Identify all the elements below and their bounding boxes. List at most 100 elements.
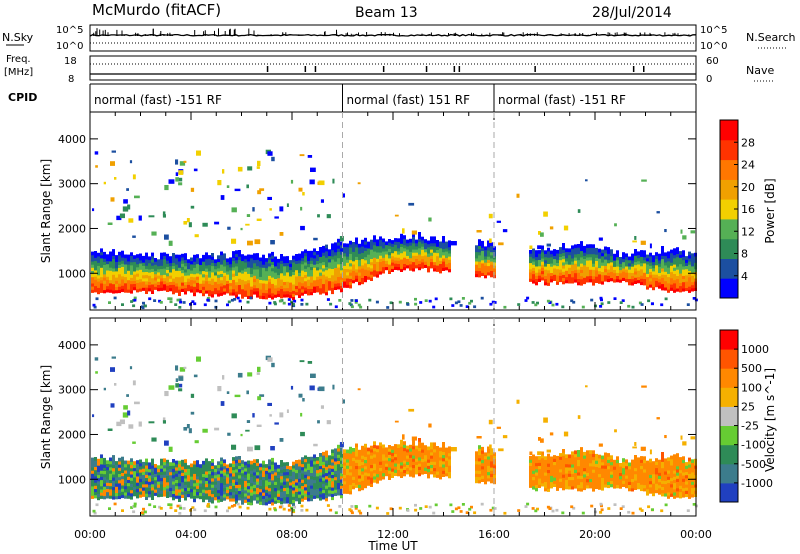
power-cell-2014 — [649, 284, 652, 288]
power-cell-123 — [118, 270, 121, 275]
power-cell-310 — [166, 278, 169, 283]
power-near-range-8 — [607, 301, 611, 304]
velocity-cell-440 — [199, 492, 202, 497]
power-cell-702 — [259, 295, 262, 299]
velocity-near-range-21 — [572, 506, 576, 510]
velocity-cell-1671 — [553, 461, 556, 466]
power-cell-621 — [241, 291, 244, 296]
velocity-cell-105 — [115, 495, 118, 500]
power-cell-840 — [289, 282, 292, 286]
velocity-cell-85 — [109, 473, 112, 477]
power-cell-1077 — [337, 238, 340, 243]
power-cell-994 — [322, 267, 325, 272]
velocity-cell-731 — [265, 495, 268, 500]
velocity-cell-1192 — [364, 481, 367, 486]
power-scatter-126 — [193, 168, 198, 172]
velocity-cell-954 — [313, 467, 316, 471]
velocity-cell-2010 — [646, 470, 649, 474]
velocity-cell-1413 — [424, 470, 427, 474]
velocity-scatter-143 — [690, 436, 696, 440]
power-cell-1176 — [358, 243, 361, 248]
velocity-cell-1468 — [439, 460, 442, 464]
power-cell-1883 — [607, 253, 610, 257]
velocity-cell-554 — [226, 495, 229, 500]
power-cell-95 — [112, 277, 115, 282]
power-scatter-93 — [290, 179, 294, 184]
velocity-cell-2147 — [679, 466, 682, 471]
velocity-cell-1666 — [553, 477, 556, 481]
power-cell-401 — [187, 262, 190, 267]
power-cell-1594 — [532, 261, 535, 265]
velocity-scatter-47 — [299, 360, 305, 363]
power-cell-189 — [133, 258, 136, 263]
power-near-range-134 — [133, 298, 137, 302]
velocity-cell-755 — [268, 459, 271, 464]
power-cell-1976 — [637, 263, 640, 268]
power-cell-683 — [253, 265, 256, 270]
power-cell-1399 — [418, 241, 421, 246]
power-cell-144 — [124, 285, 127, 290]
power-cell-935 — [310, 279, 313, 283]
power-cell-1889 — [610, 268, 613, 272]
power-cell-315 — [166, 263, 169, 267]
power-cell-1461 — [436, 243, 439, 247]
power-cell-322 — [169, 278, 172, 282]
velocity-cell-1606 — [535, 465, 538, 470]
power-cell-981 — [319, 262, 322, 267]
velocity-cell-1133 — [349, 456, 352, 460]
power-cell-1413 — [424, 264, 427, 268]
velocity-cell-2007 — [646, 479, 649, 484]
velocity-cell-1864 — [604, 483, 607, 488]
velocity-cell-1652 — [547, 456, 550, 461]
velocity-cell-382 — [184, 490, 187, 495]
velocity-cell-1509 — [475, 460, 478, 465]
velocity-cell-346 — [175, 485, 178, 490]
velocity-cell-1135 — [349, 449, 352, 454]
velocity-cell-1292 — [388, 460, 391, 465]
power-cell-1858 — [601, 265, 604, 269]
power-cell-1429 — [427, 246, 430, 251]
power-cell-1695 — [559, 247, 562, 251]
power-cell-628 — [241, 269, 244, 274]
power-cell-947 — [313, 282, 316, 287]
velocity-cell-303 — [163, 467, 166, 472]
power-cell-1985 — [640, 268, 643, 273]
velocity-cell-1387 — [415, 455, 418, 459]
velocity-cell-1405 — [421, 464, 424, 469]
velocity-cell-1035 — [331, 483, 334, 488]
velocity-cell-633 — [241, 460, 244, 464]
velocity-cell-1014 — [325, 460, 328, 464]
power-cell-231 — [145, 274, 148, 279]
power-cell-1650 — [547, 257, 550, 261]
velocity-cell-765 — [271, 473, 274, 478]
power-cell-1736 — [571, 264, 574, 268]
power-cell-215 — [142, 287, 145, 291]
velocity-cell-135 — [121, 478, 124, 483]
power-cell-2110 — [673, 289, 676, 293]
velocity-cell-1998 — [643, 468, 646, 473]
power-cell-695 — [256, 271, 259, 276]
power-cell-1134 — [349, 247, 352, 251]
power-cell-2136 — [676, 250, 679, 254]
power-cell-2079 — [664, 265, 667, 269]
power-cell-1500 — [448, 246, 451, 251]
power-cell-781 — [274, 262, 277, 267]
velocity-cell-2110 — [673, 495, 676, 499]
power-cell-143 — [124, 289, 127, 293]
velocity-cell-1522 — [478, 451, 481, 456]
power-cell-1497 — [448, 256, 451, 260]
velocity-cell-1871 — [604, 461, 607, 466]
power-cell-2120 — [673, 257, 676, 262]
power-cell-1514 — [478, 270, 481, 275]
power-cell-1759 — [577, 269, 580, 273]
velocity-cell-14 — [94, 491, 97, 496]
velocity-cell-723 — [262, 476, 265, 481]
velocity-cell-183 — [133, 483, 136, 487]
power-cell-793 — [277, 265, 280, 269]
power-cell-2130 — [676, 269, 679, 273]
velocity-cell-1792 — [583, 455, 586, 459]
power-cell-1764 — [577, 253, 580, 258]
velocity-cell-267 — [154, 479, 157, 484]
velocity-near-range-2 — [292, 510, 296, 514]
velocity-cell-676 — [253, 493, 256, 498]
